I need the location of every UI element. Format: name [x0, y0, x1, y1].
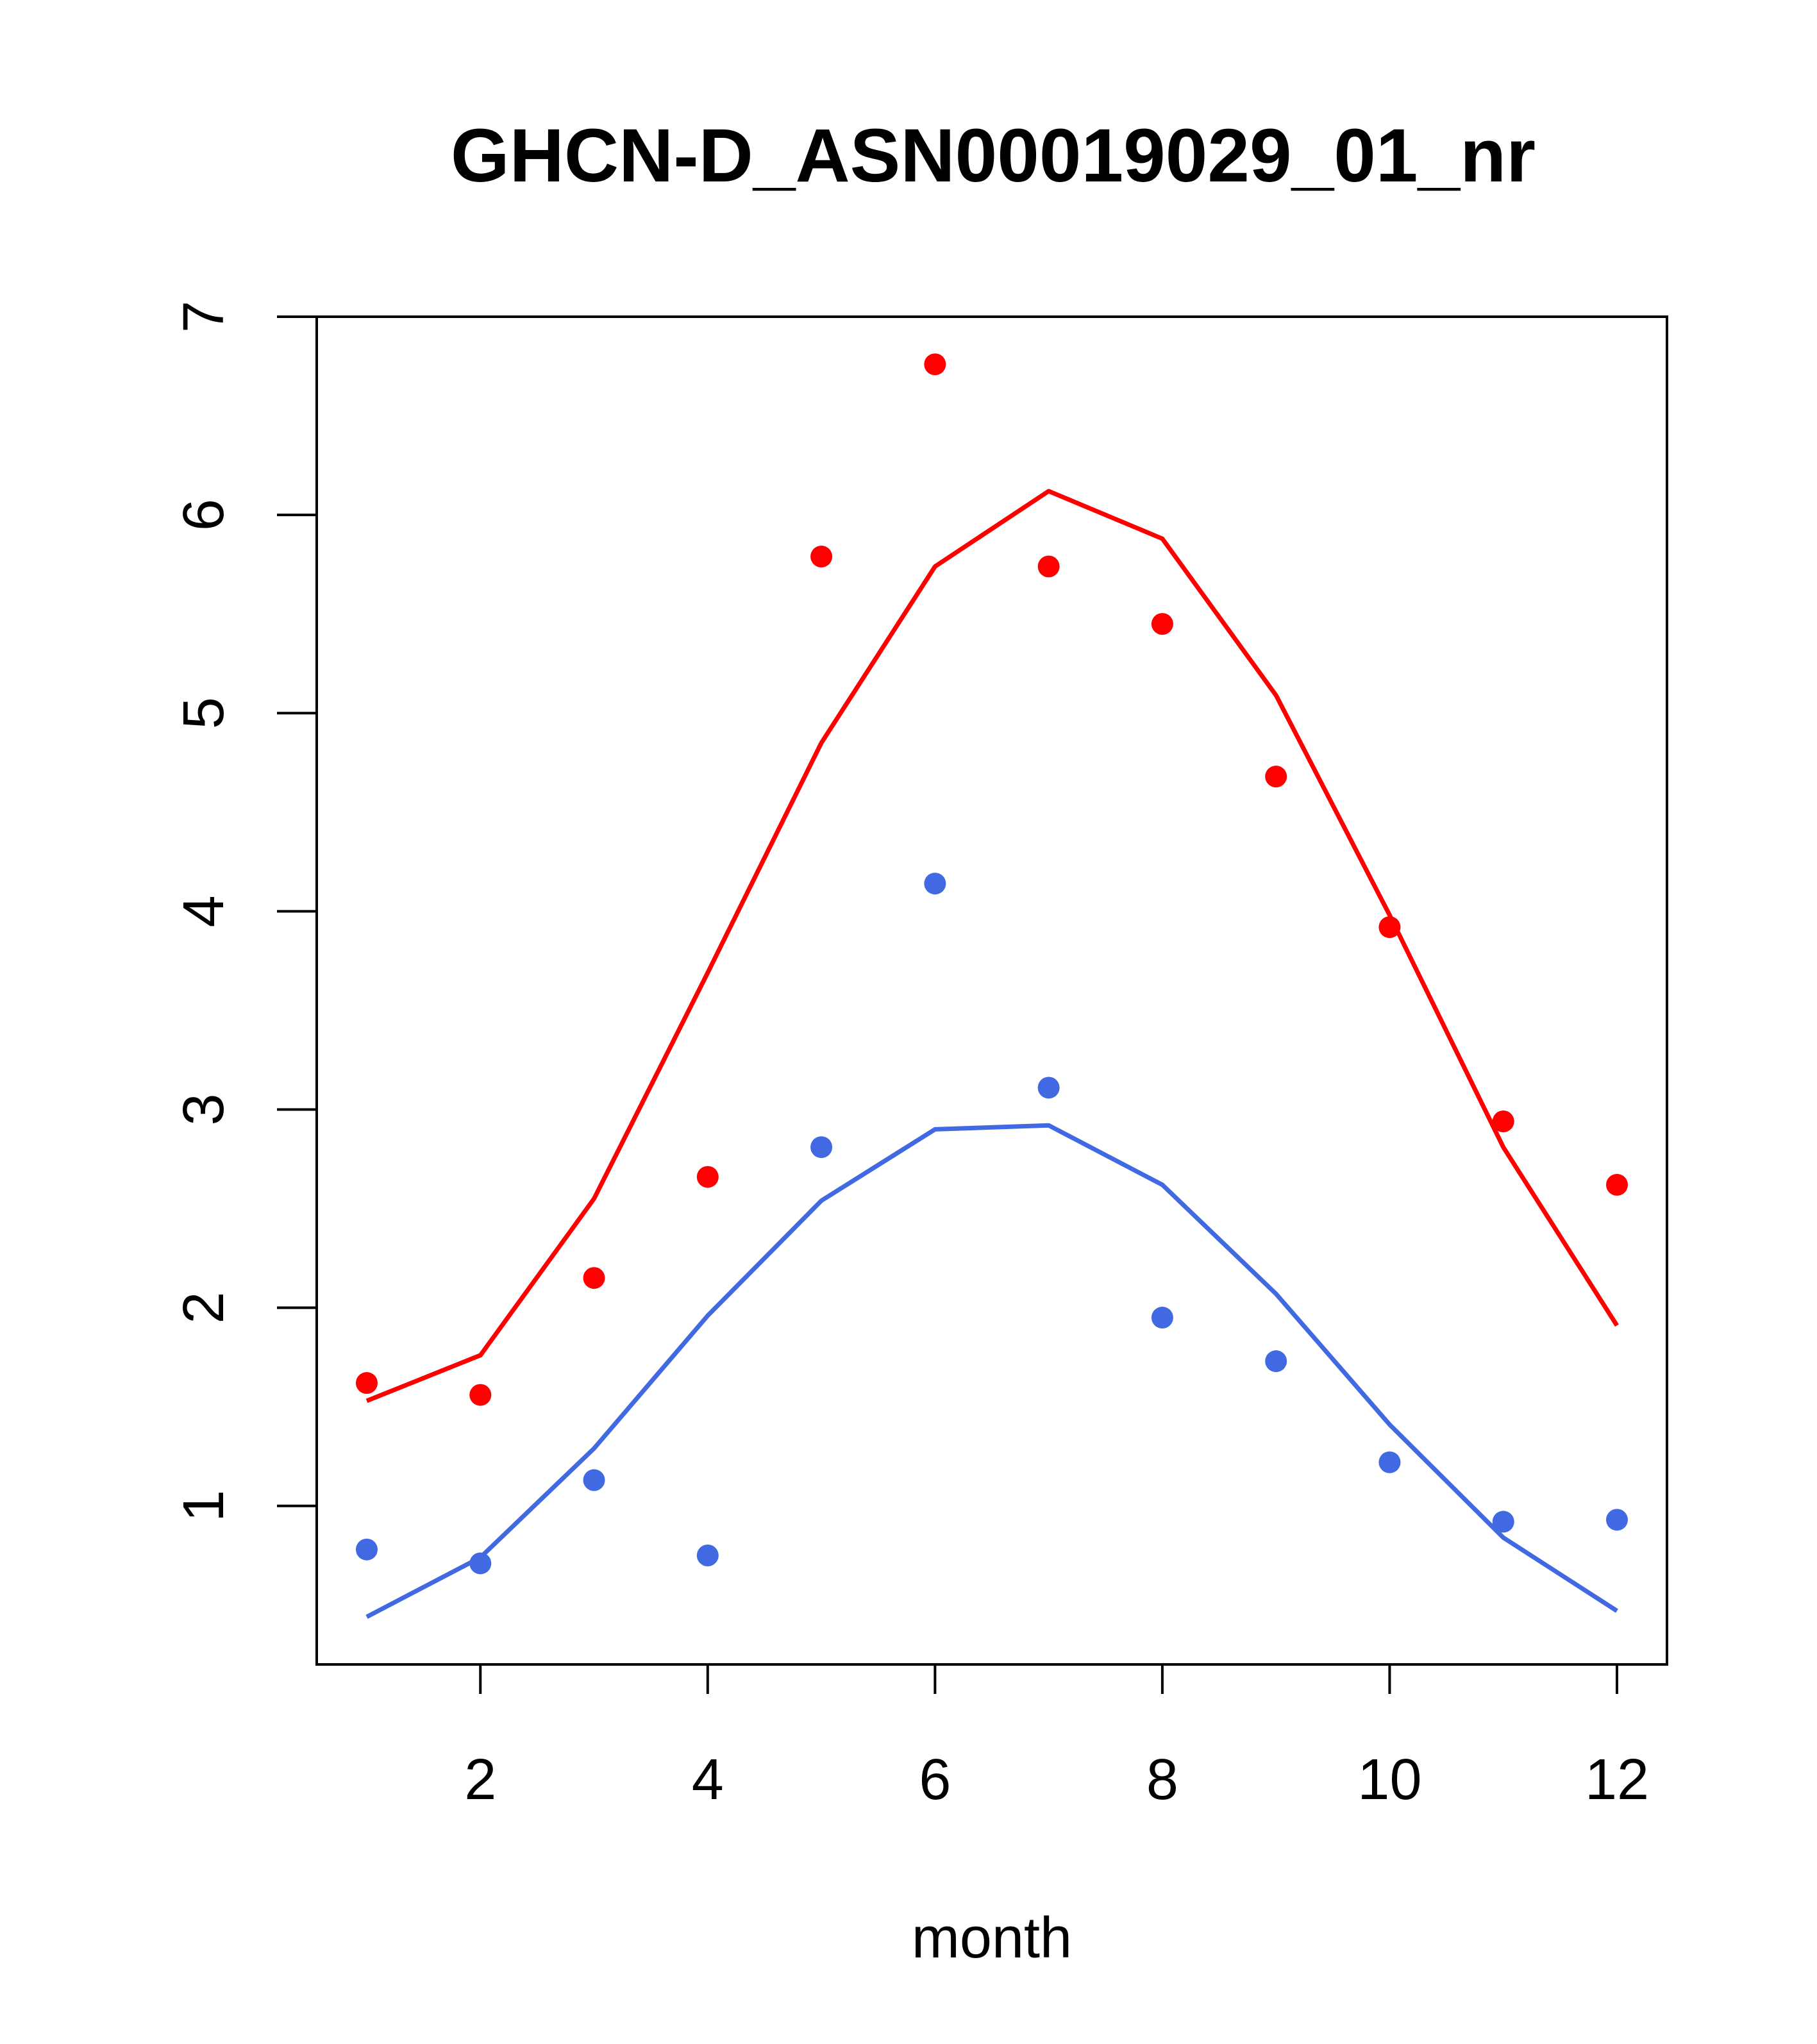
series-1-point: [469, 1384, 492, 1406]
series-points: [356, 353, 1628, 1575]
y-tick-label: 3: [172, 1093, 236, 1125]
y-tick-label: 6: [172, 499, 236, 531]
series-1-point: [696, 1166, 719, 1188]
x-tick-label: 12: [1585, 1748, 1649, 1812]
series-2-point: [696, 1544, 719, 1566]
y-tick-label: 2: [172, 1292, 236, 1324]
series-1-point: [1492, 1110, 1514, 1133]
x-tick-label: 10: [1357, 1748, 1421, 1812]
series-1-point: [1037, 555, 1060, 578]
x-tick-label: 8: [1146, 1748, 1178, 1812]
series-2-point: [1037, 1076, 1060, 1099]
series-1-point: [1151, 613, 1173, 635]
plot-frame: [315, 315, 1668, 1666]
series-1-point: [810, 546, 833, 568]
y-axis: 1 2 3 4 5 6 7: [172, 301, 318, 1522]
series-2-point: [1265, 1350, 1287, 1373]
series-2-point: [810, 1136, 833, 1159]
chart-title: GHCN-D_ASN00019029_01_nr: [451, 113, 1536, 198]
series-2-point: [1151, 1307, 1173, 1329]
x-tick-label: 4: [692, 1748, 724, 1812]
series-2-point: [1378, 1451, 1401, 1473]
y-tick-label: 5: [172, 697, 236, 729]
y-tick-label: 4: [172, 895, 236, 927]
series-2-point: [924, 873, 946, 895]
x-axis: 2 4 6 8 10 12: [464, 1663, 1649, 1812]
x-tick-label: 6: [919, 1748, 951, 1812]
series-2-point: [356, 1538, 378, 1561]
series-1-point: [924, 353, 946, 376]
x-tick-label: 2: [464, 1748, 496, 1812]
series-2-point: [469, 1552, 492, 1575]
series-1-point: [583, 1267, 605, 1289]
series-1-line: [365, 489, 1619, 1403]
series-2-line: [365, 1123, 1618, 1619]
series-1-point: [1265, 766, 1287, 788]
series-lines: [365, 489, 1619, 1619]
y-tick-label: 1: [172, 1490, 236, 1522]
series-1-point: [356, 1372, 378, 1395]
series-2-point: [1606, 1509, 1628, 1531]
series-1-point: [1606, 1173, 1628, 1196]
y-tick-label: 7: [172, 301, 236, 333]
series-2-point: [583, 1469, 605, 1491]
x-axis-label: month: [912, 1906, 1072, 1970]
series-1-point: [1378, 916, 1401, 939]
series-2-point: [1492, 1511, 1514, 1533]
